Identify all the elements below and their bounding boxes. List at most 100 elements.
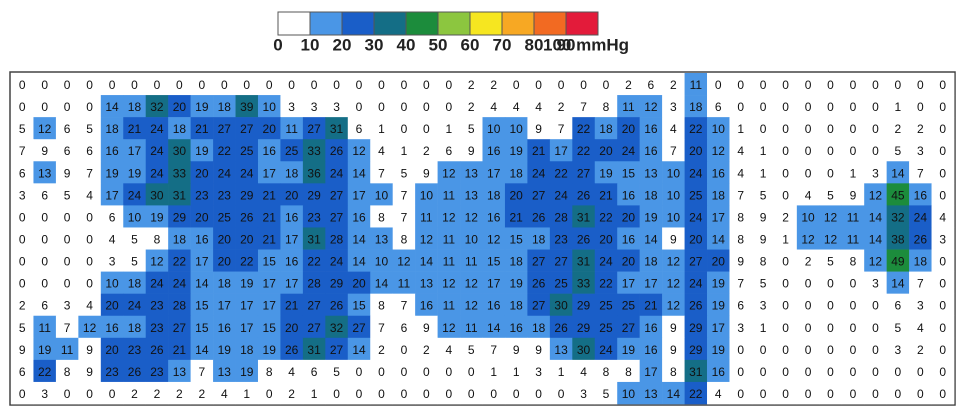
heat-cell [707,227,730,250]
cell-value: 16 [105,144,119,158]
heatmap-grid: 0 0 0 0 0 0 0 0 0 0 0 0 0 0 0 0 0 0 0 0 2 2 0 0 0 0 0 2 6 2 11 0 0 0 0 0 0 0 0… [11,73,955,405]
heat-cell [55,249,79,272]
heat-cell [729,337,753,361]
cell-value: 0 [356,100,363,114]
cell-value: 27 [577,166,591,180]
heat-cell [572,117,596,140]
cell-value: 20 [105,299,119,313]
heat-cell [774,161,798,184]
cell-value: 11 [443,255,456,269]
heat-cell [886,315,910,339]
heat-cell [190,95,214,118]
legend-label: 30 [365,36,384,55]
cell-value: 20 [285,321,299,335]
heat-cell [437,117,461,140]
cell-value: 28 [554,210,568,224]
heat-cell [213,205,236,228]
heat-cell [751,117,775,140]
heat-cell [594,95,618,118]
heat-cell [235,205,259,228]
cell-value: 12 [38,122,52,136]
cell-value: 19 [195,100,209,114]
heat-cell [415,117,438,140]
heat-cell [347,249,371,272]
heat-cell [549,359,573,383]
heat-cell [145,293,169,317]
heat-cell [100,315,124,339]
cell-value: 0 [737,100,744,114]
cell-value: 11 [465,255,478,269]
heat-cell [864,293,887,317]
heat-cell [392,139,416,162]
heat-cell [123,117,147,140]
heat-cell [392,249,416,272]
heat-cell [415,359,438,383]
heat-cell [100,337,124,361]
cell-value: 7 [401,188,408,202]
cell-value: 0 [19,387,26,401]
cell-value: 29 [173,210,187,224]
cell-value: 4 [715,387,722,401]
cell-value: 18 [218,100,232,114]
cell-value: 21 [263,188,277,202]
cell-value: 6 [445,144,452,158]
heat-cell [460,271,483,294]
cell-value: 27 [532,188,546,202]
cell-value: 9 [41,144,48,158]
heat-cell [78,161,102,184]
cell-value: 5 [19,122,26,136]
cell-value: 20 [285,188,299,202]
cell-value: 19 [712,299,726,313]
cell-value: 22 [240,255,254,269]
cell-value: 32 [150,100,164,114]
cell-value: 0 [41,78,48,92]
legend-label: 100 mmHg [543,36,629,55]
cell-value: 0 [782,277,789,291]
cell-value: 2 [154,387,161,401]
cell-value: 0 [760,78,767,92]
cell-value: 20 [195,210,209,224]
heat-cell [213,359,236,383]
cell-value: 1 [401,144,408,158]
heat-cell [931,139,955,162]
heat-cell [235,359,259,383]
heat-cell [145,139,169,162]
cell-value: 16 [487,144,501,158]
heat-cell [774,271,798,294]
cell-value: 26 [689,299,703,313]
heat-cell [729,271,753,294]
heat-cell [504,183,528,206]
cell-value: 0 [243,78,250,92]
heat-cell [123,381,147,405]
heat-cell [662,293,685,317]
heat-cell [168,381,191,405]
heat-cell [482,337,506,361]
cell-value: 17 [644,365,658,379]
heat-cell [347,117,371,140]
heat-cell [347,227,371,250]
heat-cell [145,205,169,228]
cell-value: 21 [509,210,523,224]
heat-cell [662,73,685,96]
cell-value: 8 [266,365,273,379]
cell-value: 20 [263,122,277,136]
heat-cell [55,381,79,405]
cell-value: 0 [827,277,834,291]
cell-value: 3 [109,255,116,269]
heat-cell [662,117,685,140]
heat-cell [864,271,887,294]
cell-value: 4 [805,188,812,202]
cell-value: 19 [712,277,726,291]
heat-cell [774,293,798,317]
heat-cell [549,161,573,184]
cell-value: 12 [667,299,681,313]
heat-cell [684,117,708,140]
heat-cell [257,183,281,206]
heat-cell [864,249,887,272]
heat-cell [572,183,596,206]
heat-cell [909,139,932,162]
heat-cell [617,183,640,206]
heat-cell [931,337,955,361]
cell-value: 5 [895,321,902,335]
